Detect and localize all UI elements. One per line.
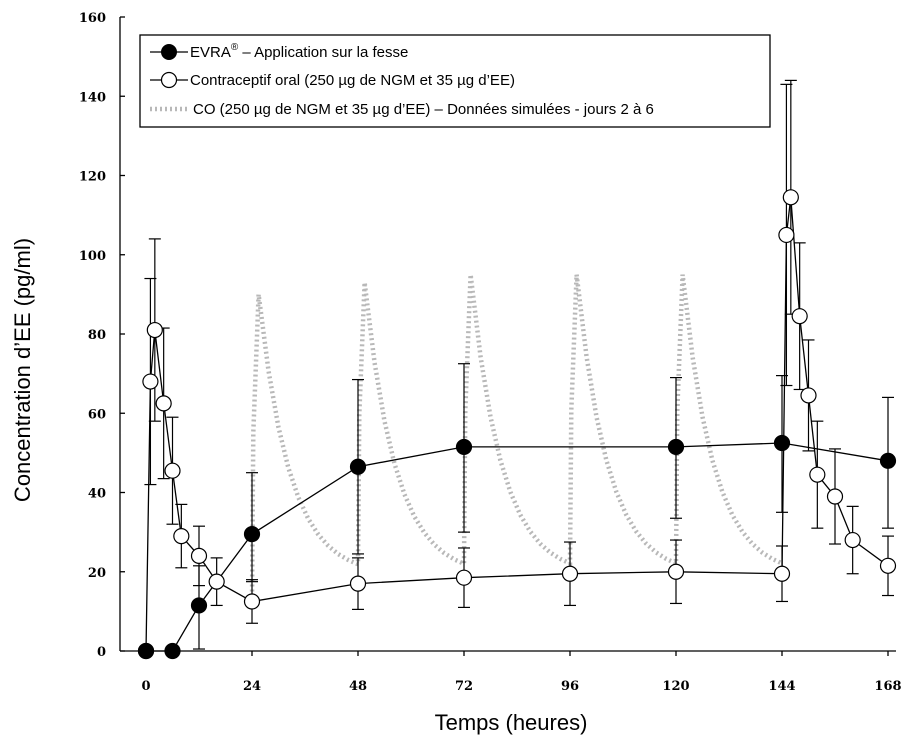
y-tick-label: 80 <box>88 328 106 343</box>
evra-point <box>164 642 181 660</box>
legend-evra-label: EVRA® – Application sur la fesse <box>190 42 408 61</box>
x-axis-label: Temps (heures) <box>435 710 588 735</box>
oral-contraceptive-point <box>142 373 159 390</box>
x-tick-label: 120 <box>662 679 689 694</box>
evra-point <box>190 597 208 614</box>
x-tick-label: 48 <box>349 679 367 694</box>
oral-contraceptive-point <box>667 563 685 580</box>
oral-contraceptive-point <box>561 565 579 582</box>
oral-contraceptive-point <box>455 569 473 586</box>
evra-point <box>243 526 261 543</box>
x-tick-label: 96 <box>561 679 579 694</box>
simulated-series-line <box>249 274 783 602</box>
y-tick-label: 100 <box>79 249 106 264</box>
evra-point <box>137 642 155 660</box>
oral-contraceptive-point <box>208 573 225 590</box>
x-tick-label: 168 <box>874 679 901 694</box>
oral-contraceptive-point <box>243 593 261 610</box>
oral-contraceptive-point <box>190 547 208 565</box>
oral-contraceptive-point <box>773 565 791 582</box>
oral-contraceptive-point <box>349 575 367 592</box>
evra-point <box>455 438 473 456</box>
oral-contraceptive-point <box>155 395 172 412</box>
legend-box <box>139 34 771 128</box>
y-tick-label: 40 <box>88 487 106 502</box>
legend-sim-label: CO (250 µg de NGM et 35 µg d’EE) – Donné… <box>193 101 654 118</box>
series-markers <box>137 189 897 660</box>
oral-contraceptive-point <box>173 527 190 545</box>
evra-point <box>349 458 367 475</box>
oral-contraceptive-point <box>791 308 808 325</box>
oral-contraceptive-point <box>879 557 897 574</box>
y-tick-label: 120 <box>79 170 106 185</box>
oral-contraceptive-point <box>146 321 163 339</box>
evra-point <box>879 452 897 469</box>
legend: EVRA® – Application sur la fesse Contrace… <box>139 34 771 128</box>
x-tick-label: 0 <box>141 679 150 694</box>
oral-contraceptive-line <box>145 197 889 652</box>
legend-oral-marker <box>160 71 178 89</box>
error-bars <box>144 79 894 650</box>
y-axis-label: Concentration d’EE (pg/ml) <box>10 238 35 502</box>
evra-point <box>773 434 791 452</box>
y-tick-label: 0 <box>97 645 106 660</box>
oral-contraceptive-point <box>844 531 861 549</box>
y-tick-label: 60 <box>88 407 106 422</box>
x-tick-label: 24 <box>243 679 261 694</box>
legend-oral-label: Contraceptif oral (250 µg de NGM et 35 µ… <box>190 72 515 89</box>
series-lines <box>145 197 889 652</box>
y-tick-label: 160 <box>79 11 106 26</box>
y-tick-label: 20 <box>88 566 106 581</box>
oral-contraceptive-point <box>809 466 826 483</box>
simulated-series <box>249 274 783 602</box>
evra-point <box>667 438 685 456</box>
y-tick-label: 140 <box>79 90 106 105</box>
tick-labels: 0 20 40 60 80 100 120 140 160 0 24 48 72 96 120 144 168 <box>79 11 902 694</box>
evra-line <box>146 442 889 652</box>
x-tick-label: 72 <box>455 679 473 694</box>
oral-contraceptive-point <box>800 387 817 404</box>
oral-contraceptive-point <box>826 488 844 505</box>
x-tick-label: 144 <box>768 679 795 694</box>
oral-contraceptive-point <box>164 462 181 479</box>
legend-evra-marker <box>161 44 177 60</box>
oral-contraceptive-point <box>782 189 799 206</box>
oral-contraceptive-point <box>778 226 795 244</box>
